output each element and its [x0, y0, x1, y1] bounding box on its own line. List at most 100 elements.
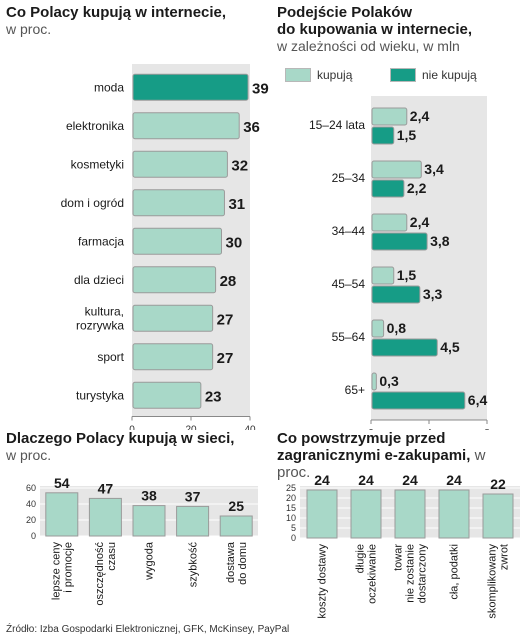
chart1-category-label: kosmetyki — [71, 157, 124, 171]
chart1-value-label: 27 — [217, 311, 234, 328]
chart1-value-label: 31 — [228, 196, 245, 213]
chart2-legend-niekupuja: nie kupują — [390, 68, 477, 82]
chart4-bar — [350, 489, 382, 539]
chart3-subtitle: w proc. — [6, 447, 52, 463]
chart1-category-label: rozrywka — [76, 318, 124, 332]
chart2-value-label: 0,8 — [387, 320, 407, 336]
chart2-title: Podejście Polaków do kupowania w interne… — [277, 4, 473, 38]
chart1-value-label: 23 — [205, 388, 222, 405]
chart3-category-label: do domu — [237, 542, 249, 585]
chart3-category-label: szybkość — [187, 542, 199, 588]
chart1-value-label: 28 — [220, 273, 237, 290]
chart2-x-tick-label: 4 — [426, 428, 432, 430]
chart2-x-tick-label: 8 — [484, 428, 490, 430]
chart3-bar — [176, 505, 210, 537]
chart1-bar — [132, 343, 214, 371]
chart3-value-label: 47 — [98, 480, 114, 496]
chart3-y-tick-label: 40 — [26, 499, 36, 509]
chart3-title: Dlaczego Polacy kupują w sieci, — [6, 430, 235, 447]
chart3-category-label: i promocje — [62, 542, 74, 593]
chart4-category-label: towar — [393, 544, 405, 571]
chart3-bar — [45, 492, 79, 537]
chart4-value-label: 24 — [402, 472, 418, 488]
chart3-value-label: 37 — [185, 488, 201, 504]
chart3-y-tick-label: 20 — [26, 515, 36, 525]
chart2-value-label: 4,5 — [440, 339, 460, 355]
chart4-bar — [482, 493, 514, 539]
chart1-x-tick-label: 20 — [185, 425, 197, 431]
chart2-value-label: 3,4 — [424, 161, 444, 177]
chart1-category-label: sport — [97, 350, 124, 364]
chart1-heading: Co Polacy kupują w internecie, w proc. — [6, 4, 276, 37]
chart4-y-tick-label: 25 — [286, 483, 296, 493]
chart4-heading: Co powstrzymuje przed zagranicznymi e-za… — [277, 430, 521, 481]
chart2-subtitle: w zależności od wieku, w mln — [277, 38, 460, 54]
chart2-bar-niekupuja — [371, 338, 438, 357]
chart4-y-tick-label: 5 — [291, 523, 296, 533]
chart2-category-label: 45–54 — [332, 277, 366, 291]
chart2-bar-niekupuja — [371, 126, 395, 145]
chart2-plot-area — [371, 96, 487, 420]
source-note: Źródło: Izba Gospodarki Elektronicznej, … — [6, 624, 290, 635]
chart3-category-label: lepsze ceny — [50, 542, 62, 601]
chart3-category-label: czasu — [106, 542, 118, 571]
chart2-value-label: 0,3 — [379, 373, 399, 389]
chart1-title: Co Polacy kupują w internecie, — [6, 4, 227, 21]
chart2-category-label: 65+ — [345, 383, 365, 397]
chart2-bar-kupuja — [371, 213, 408, 232]
chart3-category-label: oszczędność — [94, 542, 106, 606]
chart2-bar-niekupuja — [371, 232, 428, 251]
chart1-bar — [132, 189, 225, 217]
chart4-category-label: dostarczony — [417, 544, 429, 604]
legend-swatch-niekupuja — [390, 68, 416, 82]
chart1-value-label: 36 — [243, 119, 260, 136]
chart1-value-label: 39 — [252, 80, 269, 97]
chart3-category-label: dostawa — [225, 541, 237, 583]
chart3-bar — [219, 515, 253, 537]
chart3-value-label: 38 — [141, 488, 157, 504]
chart2-value-label: 3,8 — [430, 233, 450, 249]
chart1-value-label: 32 — [231, 157, 248, 174]
chart1-category-label: dla dzieci — [74, 273, 124, 287]
chart1-category-label: moda — [94, 80, 124, 94]
chart1-bar — [132, 266, 217, 294]
chart2-value-label: 1,5 — [397, 267, 417, 283]
chart1-bar — [132, 150, 228, 178]
chart1-svg: moda 39 elektronika 36 kosmetyki 32 dom i ogró… — [61, 64, 269, 431]
chart4-value-label: 24 — [446, 472, 462, 488]
chart4-bar — [394, 489, 426, 539]
chart1-bar — [132, 112, 240, 140]
chart2-bar-kupuja — [371, 266, 395, 285]
chart1-subtitle: w proc. — [6, 21, 52, 37]
chart2-bar-kupuja — [371, 160, 422, 179]
chart1-value-label: 30 — [226, 234, 243, 251]
chart4-category-label: skomplikowany — [487, 544, 499, 619]
chart1-category-label: dom i ogród — [61, 196, 124, 210]
chart4-value-label: 22 — [490, 476, 506, 492]
chart4-y-tick-label: 10 — [286, 513, 296, 523]
chart1-x-tick-label: 0 — [129, 425, 135, 431]
chart2-x-tick-label: 0 — [368, 428, 374, 430]
chart4-bar — [438, 489, 470, 539]
chart2-category-label: 34–44 — [332, 224, 366, 238]
chart4-subtitle: w proc. — [277, 447, 486, 481]
chart2-legend-kupuja: kupują — [285, 68, 352, 82]
chart1-category-label: turystyka — [76, 388, 124, 402]
chart4-category-label: koszty dostawy — [317, 544, 329, 619]
chart2-bar-kupuja — [371, 372, 377, 391]
chart1-category-label: farmacja — [78, 234, 124, 248]
chart3-heading: Dlaczego Polacy kupują w sieci, w proc. — [6, 430, 266, 463]
chart3-value-label: 25 — [228, 498, 244, 514]
chart2-value-label: 1,5 — [397, 127, 417, 143]
chart1-x-tick-label: 40 — [244, 425, 256, 431]
chart2-svg: 15–24 lata2,41,525–343,42,234–442,43,845… — [309, 96, 490, 430]
chart2-bar-niekupuja — [371, 285, 421, 304]
chart2-category-label: 15–24 lata — [309, 118, 365, 132]
chart4-value-label: 24 — [358, 472, 374, 488]
chart1-bar — [132, 381, 202, 409]
chart4-title-line2: zagranicznymi e-zakupami, w proc. — [277, 447, 486, 481]
chart3-svg: 0 20 40 60 54 lepsze ceny i promocje 47 oszczędn… — [26, 475, 258, 606]
chart3-y-tick-label: 0 — [31, 531, 36, 541]
chart2-bar-niekupuja — [371, 391, 466, 410]
